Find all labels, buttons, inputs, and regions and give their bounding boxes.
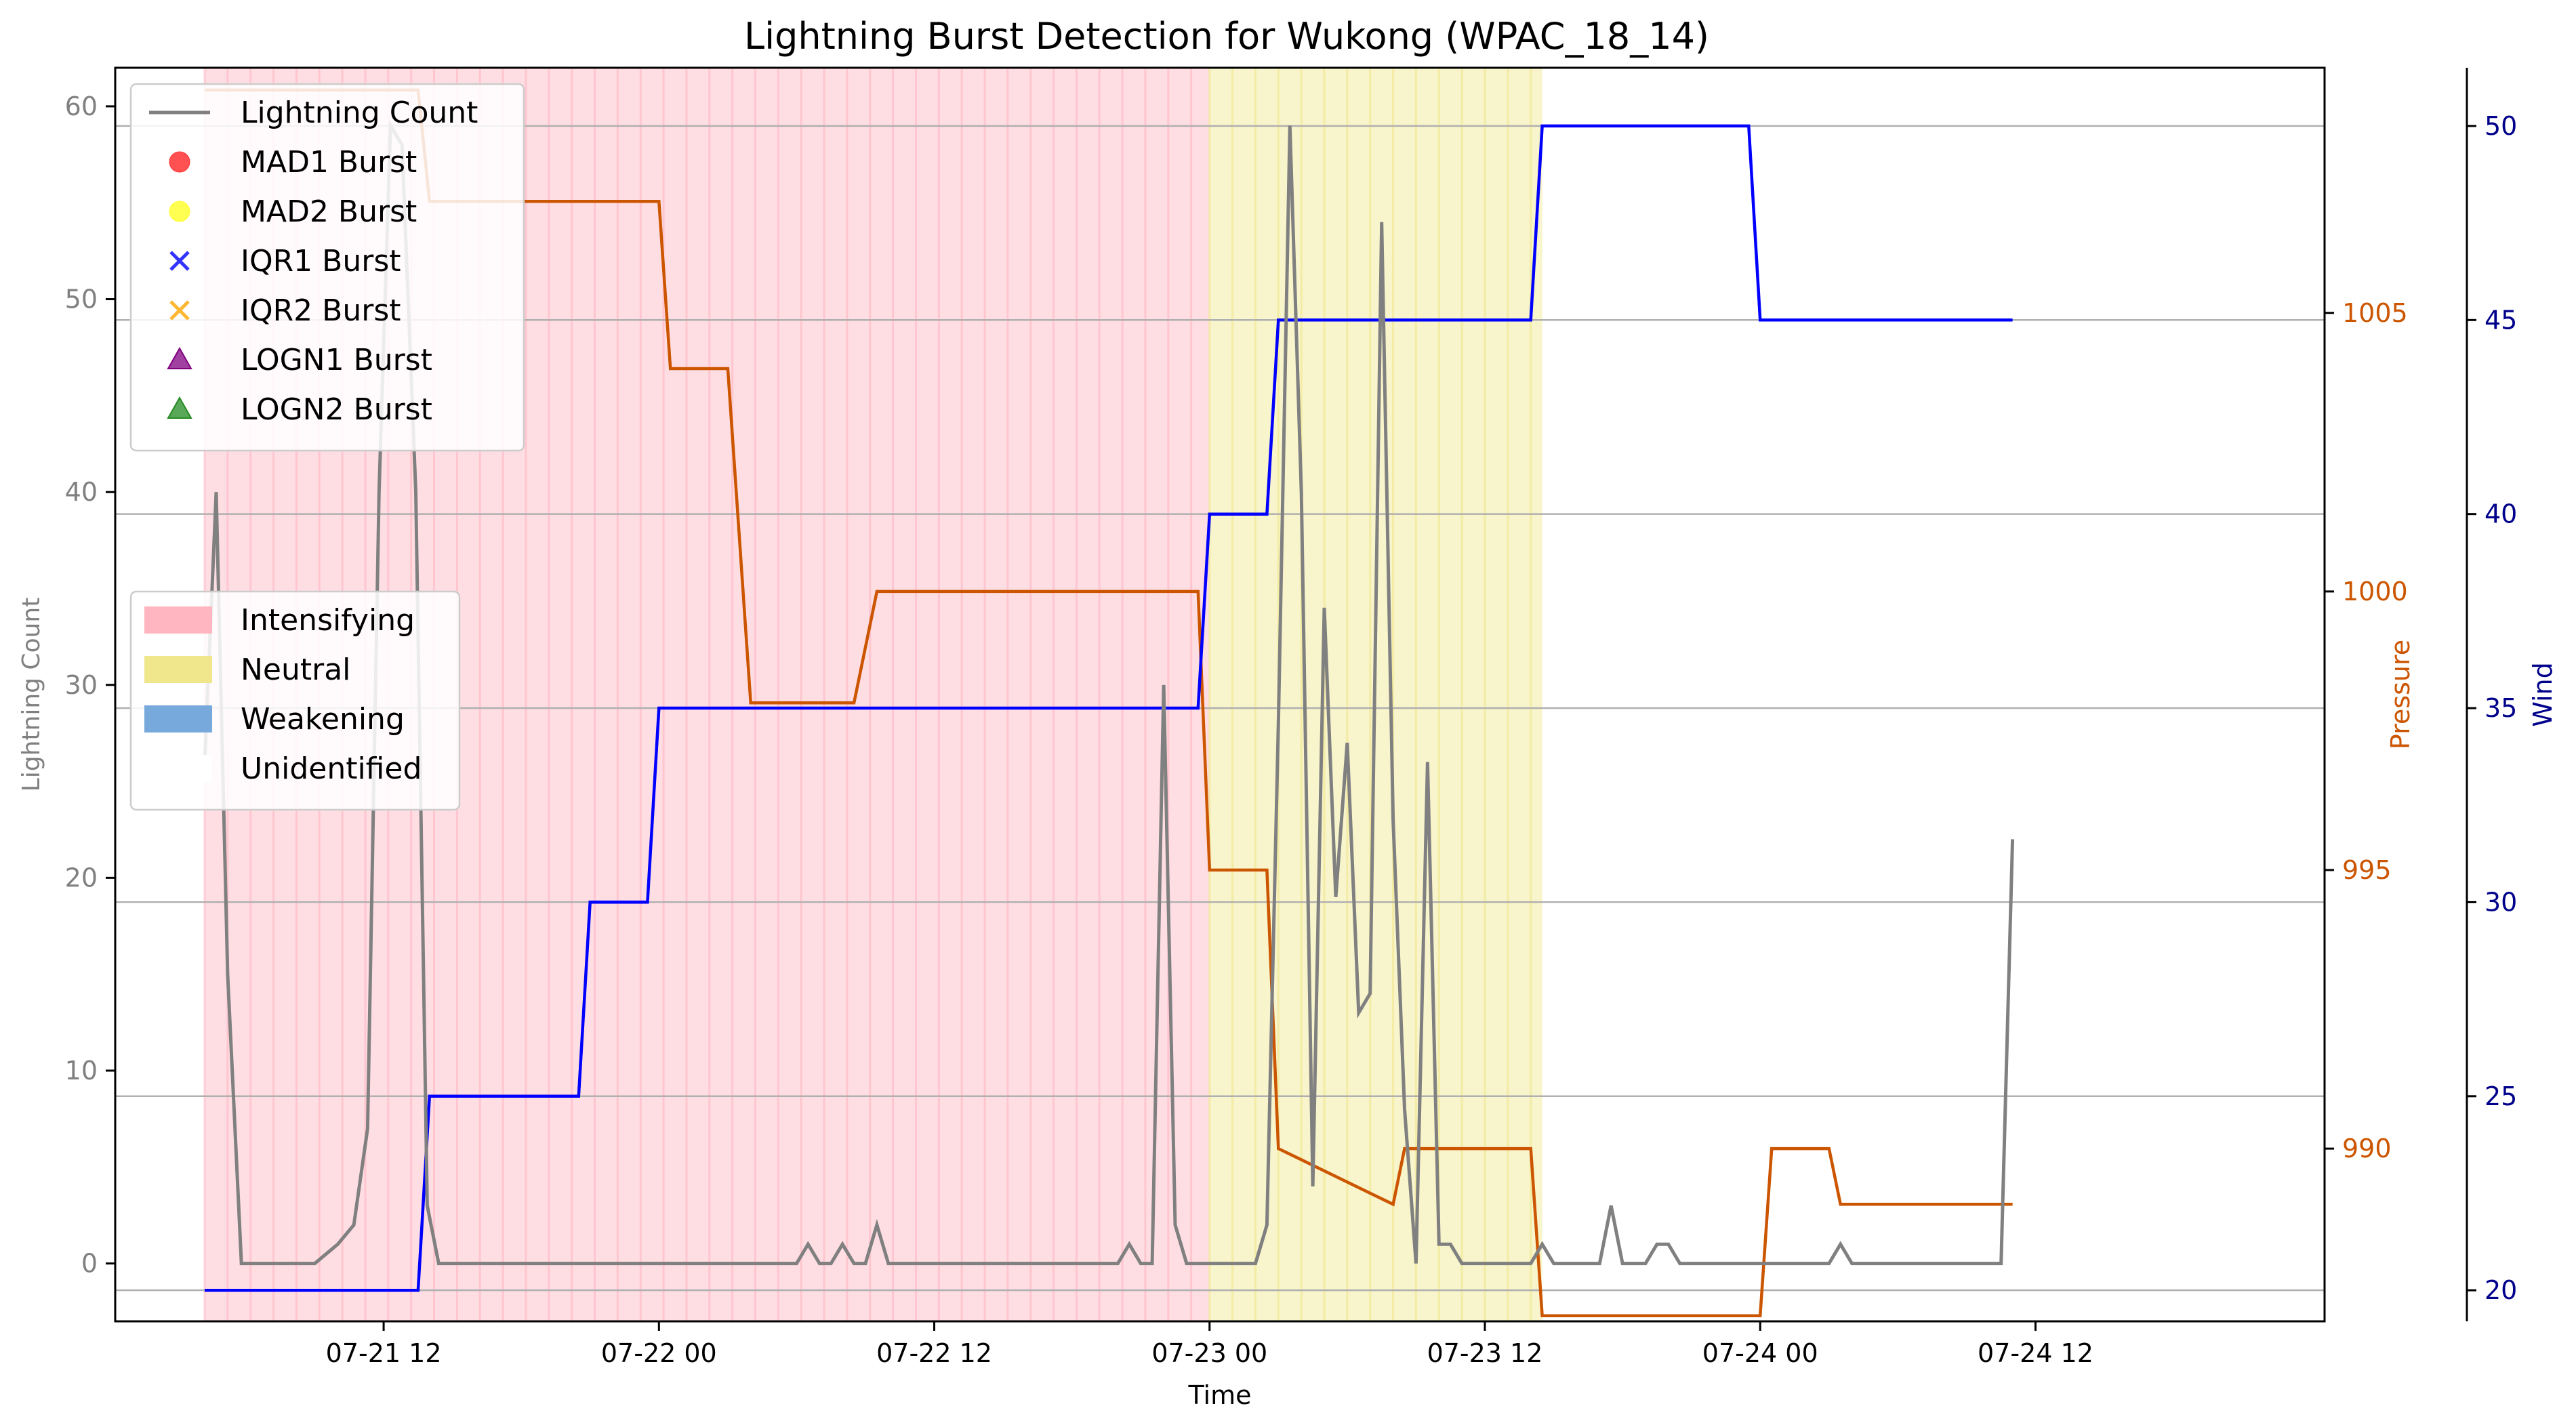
legend-periods-box: [129, 590, 461, 811]
legend-circle-marker: [169, 151, 190, 173]
chart-title: Lightning Burst Detection for Wukong (WP…: [744, 15, 1709, 58]
wind-tick-label: 30: [2485, 887, 2517, 917]
legend-circle-marker: [169, 201, 190, 222]
left-tick-label: 30: [65, 670, 98, 700]
wind-tick-label: 40: [2485, 499, 2517, 529]
legend-x-marker: [169, 251, 190, 271]
legend-period-label: Intensifying: [241, 603, 415, 638]
y-axis-label-pressure: Pressure: [2386, 640, 2415, 749]
x-tick-label: 07-23 00: [1151, 1338, 1267, 1368]
y-axis-label-wind: Wind: [2528, 662, 2558, 727]
x-tick-label: 07-24 12: [1978, 1338, 2093, 1368]
legend-period-swatch: [144, 705, 212, 732]
legend-x-marker: [169, 300, 190, 321]
legend-period-swatch: [144, 606, 212, 634]
legend-marker-label: IQR2 Burst: [241, 293, 401, 328]
left-tick-label: 50: [65, 285, 98, 314]
x-tick-label: 07-23 12: [1427, 1338, 1543, 1368]
pressure-tick-label: 995: [2342, 855, 2392, 885]
pressure-tick-label: 1005: [2342, 298, 2408, 328]
legend-marker-label: IQR1 Burst: [241, 244, 401, 278]
left-tick-label: 40: [65, 477, 98, 507]
legend-period-label: Neutral: [241, 653, 350, 687]
legend-period-swatch: [144, 656, 212, 683]
wind-tick-label: 45: [2485, 305, 2517, 335]
legend-period-swatch: [144, 755, 212, 782]
x-tick-label: 07-21 12: [326, 1338, 442, 1368]
legend-marker-label: MAD2 Burst: [241, 194, 417, 229]
legend-triangle-marker: [167, 346, 192, 369]
left-tick-label: 20: [65, 863, 98, 892]
left-tick-label: 0: [81, 1249, 98, 1279]
pressure-tick-label: 1000: [2342, 577, 2408, 606]
legend-period-label: Unidentified: [241, 751, 422, 786]
legend-markers-box: [129, 83, 525, 452]
legend-marker-label: Lightning Count: [241, 96, 478, 130]
legend-triangle-marker: [167, 396, 192, 419]
x-tick-label: 07-24 00: [1702, 1338, 1818, 1368]
legend-periods: Intensifying Neutral Weakening Unidentified: [129, 590, 461, 811]
x-tick-label: 07-22 00: [601, 1338, 717, 1368]
left-tick-label: 60: [65, 91, 98, 121]
wind-tick-label: 25: [2485, 1081, 2517, 1111]
y-axis-label-lightning: Lightning Count: [18, 598, 45, 792]
legend-marker-label: LOGN1 Burst: [241, 343, 432, 377]
wind-tick-label: 20: [2485, 1275, 2517, 1305]
period-stripes-1: [1208, 68, 1532, 1321]
legend-marker-label: LOGN2 Burst: [241, 392, 432, 427]
wind-tick-label: 35: [2485, 693, 2517, 723]
pressure-tick-label: 990: [2342, 1134, 2392, 1163]
plot-area-frame: [114, 66, 2326, 1323]
x-axis-label: Time: [1188, 1380, 1252, 1410]
legend-period-label: Weakening: [241, 702, 405, 737]
wind-line: [205, 124, 2013, 1292]
legend-marker-label: MAD1 Burst: [241, 145, 417, 180]
wind-tick-label: 50: [2485, 111, 2517, 141]
x-tick-label: 07-22 12: [876, 1338, 992, 1368]
axes: 07-21 12 07-22 00 07-22 12 07-23 00 07-23 12…: [65, 68, 2517, 1368]
left-tick-label: 10: [65, 1056, 98, 1086]
legend-markers: Lightning Count MAD1 Burst MAD2 Burst IQR1 …: [129, 83, 525, 452]
